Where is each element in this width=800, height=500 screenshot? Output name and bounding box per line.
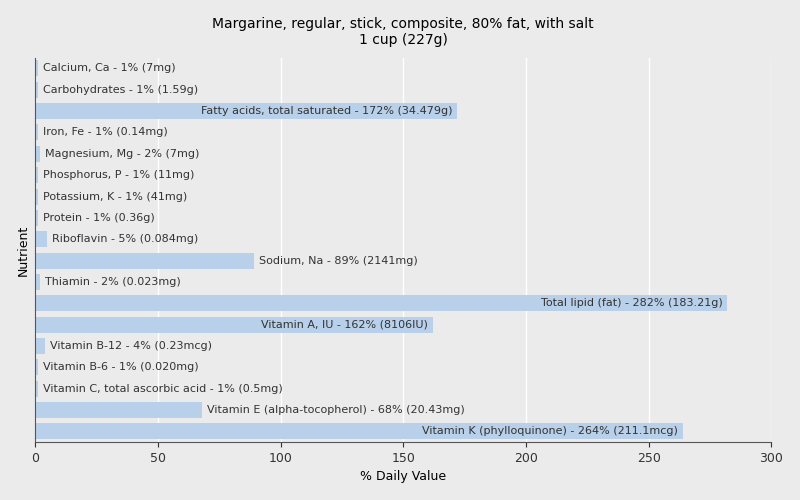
Bar — [35, 424, 683, 440]
Text: Thiamin - 2% (0.023mg): Thiamin - 2% (0.023mg) — [45, 277, 181, 287]
Text: Carbohydrates - 1% (1.59g): Carbohydrates - 1% (1.59g) — [42, 85, 198, 95]
Bar — [35, 338, 45, 354]
Bar — [35, 210, 38, 226]
Bar — [35, 360, 38, 376]
Bar — [35, 124, 38, 140]
Text: Vitamin B-12 - 4% (0.23mcg): Vitamin B-12 - 4% (0.23mcg) — [50, 341, 212, 351]
Text: Vitamin C, total ascorbic acid - 1% (0.5mg): Vitamin C, total ascorbic acid - 1% (0.5… — [42, 384, 282, 394]
Bar — [35, 380, 38, 396]
Text: Phosphorus, P - 1% (11mg): Phosphorus, P - 1% (11mg) — [42, 170, 194, 180]
Text: Protein - 1% (0.36g): Protein - 1% (0.36g) — [42, 213, 154, 223]
Bar — [35, 231, 47, 247]
Text: Calcium, Ca - 1% (7mg): Calcium, Ca - 1% (7mg) — [42, 64, 175, 74]
Title: Margarine, regular, stick, composite, 80% fat, with salt
1 cup (227g): Margarine, regular, stick, composite, 80… — [213, 16, 594, 47]
Text: Vitamin E (alpha-tocopherol) - 68% (20.43mg): Vitamin E (alpha-tocopherol) - 68% (20.4… — [207, 405, 465, 415]
Bar — [35, 60, 38, 76]
Bar — [35, 296, 727, 312]
Bar — [35, 252, 254, 268]
Text: Vitamin K (phylloquinone) - 264% (211.1mcg): Vitamin K (phylloquinone) - 264% (211.1m… — [422, 426, 678, 436]
Bar — [35, 82, 38, 98]
Y-axis label: Nutrient: Nutrient — [17, 224, 30, 276]
Text: Sodium, Na - 89% (2141mg): Sodium, Na - 89% (2141mg) — [258, 256, 418, 266]
Text: Fatty acids, total saturated - 172% (34.479g): Fatty acids, total saturated - 172% (34.… — [201, 106, 452, 116]
Text: Magnesium, Mg - 2% (7mg): Magnesium, Mg - 2% (7mg) — [45, 149, 199, 159]
Bar — [35, 167, 38, 183]
Text: Iron, Fe - 1% (0.14mg): Iron, Fe - 1% (0.14mg) — [42, 128, 167, 138]
Bar — [35, 146, 40, 162]
Bar — [35, 188, 38, 204]
Bar — [35, 103, 458, 119]
Text: Riboflavin - 5% (0.084mg): Riboflavin - 5% (0.084mg) — [52, 234, 198, 244]
Bar — [35, 402, 202, 418]
Text: Vitamin B-6 - 1% (0.020mg): Vitamin B-6 - 1% (0.020mg) — [42, 362, 198, 372]
X-axis label: % Daily Value: % Daily Value — [360, 470, 446, 484]
Text: Total lipid (fat) - 282% (183.21g): Total lipid (fat) - 282% (183.21g) — [541, 298, 722, 308]
Text: Potassium, K - 1% (41mg): Potassium, K - 1% (41mg) — [42, 192, 187, 202]
Bar — [35, 316, 433, 332]
Text: Vitamin A, IU - 162% (8106IU): Vitamin A, IU - 162% (8106IU) — [261, 320, 428, 330]
Bar — [35, 274, 40, 290]
